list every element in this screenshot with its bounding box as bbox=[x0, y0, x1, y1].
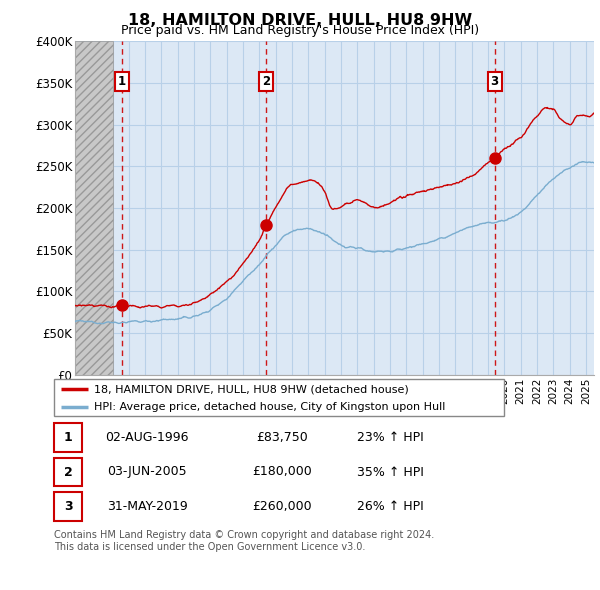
Text: £83,750: £83,750 bbox=[256, 431, 308, 444]
FancyBboxPatch shape bbox=[54, 379, 504, 416]
Bar bbox=[75, 41, 113, 375]
Text: £260,000: £260,000 bbox=[252, 500, 311, 513]
Text: 35% ↑ HPI: 35% ↑ HPI bbox=[357, 466, 424, 478]
FancyBboxPatch shape bbox=[54, 424, 82, 452]
Text: 31-MAY-2019: 31-MAY-2019 bbox=[107, 500, 188, 513]
Text: 23% ↑ HPI: 23% ↑ HPI bbox=[357, 431, 424, 444]
Text: 18, HAMILTON DRIVE, HULL, HU8 9HW: 18, HAMILTON DRIVE, HULL, HU8 9HW bbox=[128, 13, 472, 28]
Text: 3: 3 bbox=[64, 500, 73, 513]
Text: 3: 3 bbox=[491, 75, 499, 88]
Text: 26% ↑ HPI: 26% ↑ HPI bbox=[357, 500, 424, 513]
Text: 2: 2 bbox=[262, 75, 271, 88]
Text: HPI: Average price, detached house, City of Kingston upon Hull: HPI: Average price, detached house, City… bbox=[95, 402, 446, 412]
Text: Price paid vs. HM Land Registry's House Price Index (HPI): Price paid vs. HM Land Registry's House … bbox=[121, 24, 479, 37]
Text: £180,000: £180,000 bbox=[252, 466, 311, 478]
Text: 1: 1 bbox=[118, 75, 126, 88]
Text: 1: 1 bbox=[64, 431, 73, 444]
Text: 18, HAMILTON DRIVE, HULL, HU8 9HW (detached house): 18, HAMILTON DRIVE, HULL, HU8 9HW (detac… bbox=[95, 384, 409, 394]
Text: 02-AUG-1996: 02-AUG-1996 bbox=[106, 431, 189, 444]
Text: Contains HM Land Registry data © Crown copyright and database right 2024.
This d: Contains HM Land Registry data © Crown c… bbox=[54, 530, 434, 552]
Text: 2: 2 bbox=[64, 466, 73, 478]
FancyBboxPatch shape bbox=[54, 492, 82, 520]
FancyBboxPatch shape bbox=[54, 458, 82, 486]
Text: 03-JUN-2005: 03-JUN-2005 bbox=[107, 466, 187, 478]
